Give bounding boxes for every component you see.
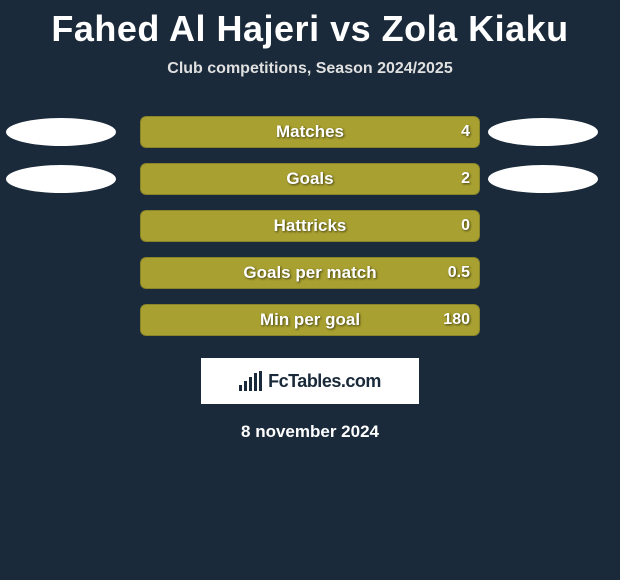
stat-value: 2 [461, 170, 470, 188]
stat-value: 4 [461, 123, 470, 141]
stat-bar: Matches 4 [140, 116, 480, 148]
stat-row: Min per goal 180 [0, 304, 620, 336]
stat-label: Matches [276, 122, 344, 142]
stat-row: Goals per match 0.5 [0, 257, 620, 289]
stat-label: Goals [286, 169, 333, 189]
date-label: 8 november 2024 [0, 422, 620, 442]
stat-value: 0 [461, 217, 470, 235]
page-title: Fahed Al Hajeri vs Zola Kiaku [0, 0, 620, 50]
subtitle: Club competitions, Season 2024/2025 [0, 60, 620, 78]
stat-bar: Goals 2 [140, 163, 480, 195]
chart-bars-icon [239, 371, 262, 391]
source-badge: FcTables.com [201, 358, 419, 404]
stat-bar: Goals per match 0.5 [140, 257, 480, 289]
player-left-marker [6, 118, 116, 146]
stat-bar: Min per goal 180 [140, 304, 480, 336]
stat-bar: Hattricks 0 [140, 210, 480, 242]
stat-row: Goals 2 [0, 163, 620, 195]
stat-row: Matches 4 [0, 116, 620, 148]
stats-chart: Matches 4 Goals 2 Hattricks 0 Goals per match 0… [0, 116, 620, 336]
player-left-marker [6, 165, 116, 193]
stat-label: Goals per match [243, 263, 376, 283]
badge-text: FcTables.com [268, 371, 381, 392]
player-right-marker [488, 118, 598, 146]
player-right-marker [488, 165, 598, 193]
stat-label: Hattricks [274, 216, 347, 236]
stat-row: Hattricks 0 [0, 210, 620, 242]
stat-value: 180 [443, 311, 470, 329]
stat-value: 0.5 [448, 264, 470, 282]
stat-label: Min per goal [260, 310, 360, 330]
